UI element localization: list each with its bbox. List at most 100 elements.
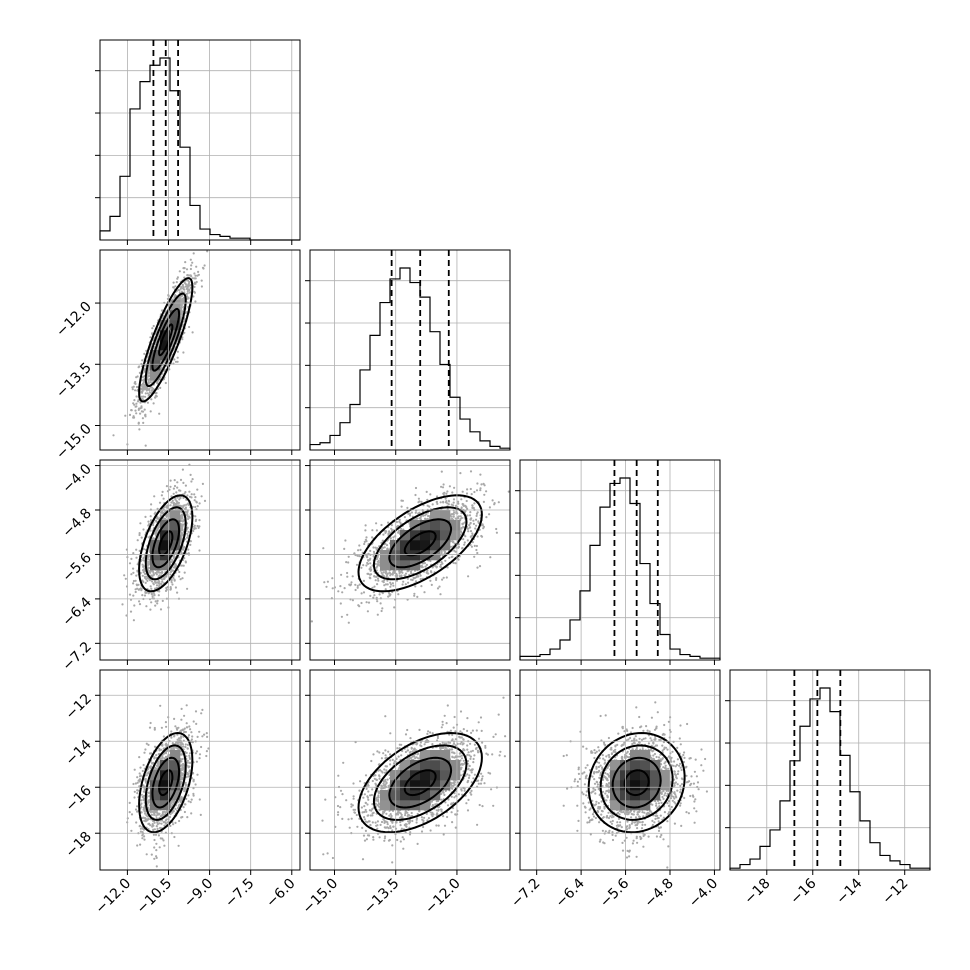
sample-point bbox=[179, 489, 182, 492]
sample-point bbox=[124, 414, 127, 417]
sample-point bbox=[149, 381, 152, 384]
sample-point bbox=[184, 282, 187, 285]
sample-point bbox=[147, 375, 150, 378]
sample-point bbox=[179, 297, 182, 300]
sample-point bbox=[380, 571, 383, 575]
sample-point bbox=[189, 543, 192, 547]
sample-point bbox=[406, 570, 409, 573]
sample-point bbox=[376, 600, 379, 603]
sample-point bbox=[425, 490, 428, 493]
sample-point bbox=[343, 587, 346, 590]
sample-point bbox=[140, 383, 143, 387]
sample-point bbox=[186, 515, 189, 518]
sample-point bbox=[472, 519, 475, 522]
sample-point bbox=[143, 408, 146, 411]
sample-point bbox=[176, 486, 179, 489]
sample-point bbox=[193, 291, 196, 294]
y-tick-label: −12.0 bbox=[53, 299, 95, 341]
sample-point bbox=[392, 584, 395, 587]
sample-point bbox=[188, 288, 191, 291]
sample-point bbox=[174, 360, 178, 363]
sample-point bbox=[135, 376, 138, 379]
sample-point bbox=[389, 585, 392, 588]
sample-point bbox=[362, 591, 366, 594]
sample-point bbox=[184, 484, 187, 487]
sample-point bbox=[465, 492, 469, 495]
sample-point bbox=[369, 594, 372, 598]
sample-point bbox=[112, 434, 115, 437]
sample-point bbox=[147, 520, 150, 523]
sample-point bbox=[158, 590, 161, 593]
sample-point bbox=[128, 593, 132, 596]
sample-point bbox=[153, 512, 156, 515]
sample-point bbox=[451, 491, 454, 494]
sample-point bbox=[153, 495, 156, 498]
sample-point bbox=[196, 505, 199, 508]
sample-point bbox=[430, 583, 433, 587]
sample-point bbox=[377, 579, 380, 582]
sample-point bbox=[457, 545, 461, 549]
sample-point bbox=[488, 513, 491, 516]
sample-point bbox=[142, 559, 145, 562]
sample-point bbox=[310, 620, 313, 623]
sample-point bbox=[143, 352, 146, 355]
sample-point bbox=[355, 563, 359, 566]
sample-point bbox=[391, 582, 394, 585]
sample-point bbox=[474, 527, 477, 530]
sample-point bbox=[438, 585, 441, 588]
sample-point bbox=[132, 619, 135, 622]
sample-point bbox=[176, 356, 179, 359]
sample-point bbox=[420, 500, 423, 503]
sample-point bbox=[149, 608, 152, 611]
sample-point bbox=[463, 543, 466, 546]
sample-point bbox=[429, 570, 433, 573]
sample-point bbox=[140, 589, 143, 592]
sample-point bbox=[149, 515, 152, 518]
sample-point bbox=[469, 470, 473, 473]
sample-point bbox=[457, 502, 460, 505]
sample-point bbox=[169, 587, 172, 590]
sample-point bbox=[452, 515, 455, 518]
sample-point bbox=[331, 577, 334, 580]
sample-point bbox=[179, 478, 183, 481]
sample-point bbox=[446, 502, 449, 505]
sample-point bbox=[134, 382, 137, 385]
sample-point bbox=[135, 385, 138, 389]
sample-point bbox=[141, 574, 144, 577]
sample-point bbox=[452, 561, 455, 565]
sample-point bbox=[147, 524, 150, 527]
sample-point bbox=[404, 572, 408, 575]
sample-point bbox=[180, 537, 183, 540]
panel-frame bbox=[99, 249, 301, 451]
sample-point bbox=[148, 389, 151, 392]
sample-point bbox=[176, 276, 179, 279]
sample-point bbox=[410, 578, 413, 581]
sample-point bbox=[439, 501, 442, 504]
sample-point bbox=[150, 601, 153, 604]
sample-point bbox=[401, 583, 404, 586]
y-tick-label: −7.2 bbox=[59, 639, 94, 674]
sample-point bbox=[466, 488, 469, 491]
sample-point bbox=[158, 501, 162, 504]
sample-point bbox=[170, 501, 173, 504]
sample-point bbox=[173, 479, 176, 482]
sample-point bbox=[201, 266, 205, 269]
sample-point bbox=[182, 564, 185, 567]
sample-point bbox=[376, 583, 379, 586]
sample-point bbox=[139, 407, 142, 410]
sample-point bbox=[169, 479, 172, 482]
sample-point bbox=[423, 591, 426, 594]
sample-point bbox=[152, 402, 155, 405]
sample-point bbox=[442, 483, 445, 486]
sample-point bbox=[181, 283, 184, 286]
sample-point bbox=[377, 559, 380, 562]
y-tick-label: −4.8 bbox=[59, 506, 94, 541]
sample-point bbox=[180, 513, 184, 516]
sample-point bbox=[339, 602, 342, 605]
sample-point bbox=[397, 593, 400, 596]
sample-point bbox=[150, 386, 154, 389]
sample-point bbox=[132, 416, 136, 419]
sample-point bbox=[189, 258, 192, 261]
sample-point bbox=[441, 562, 444, 565]
sample-point bbox=[150, 574, 153, 577]
